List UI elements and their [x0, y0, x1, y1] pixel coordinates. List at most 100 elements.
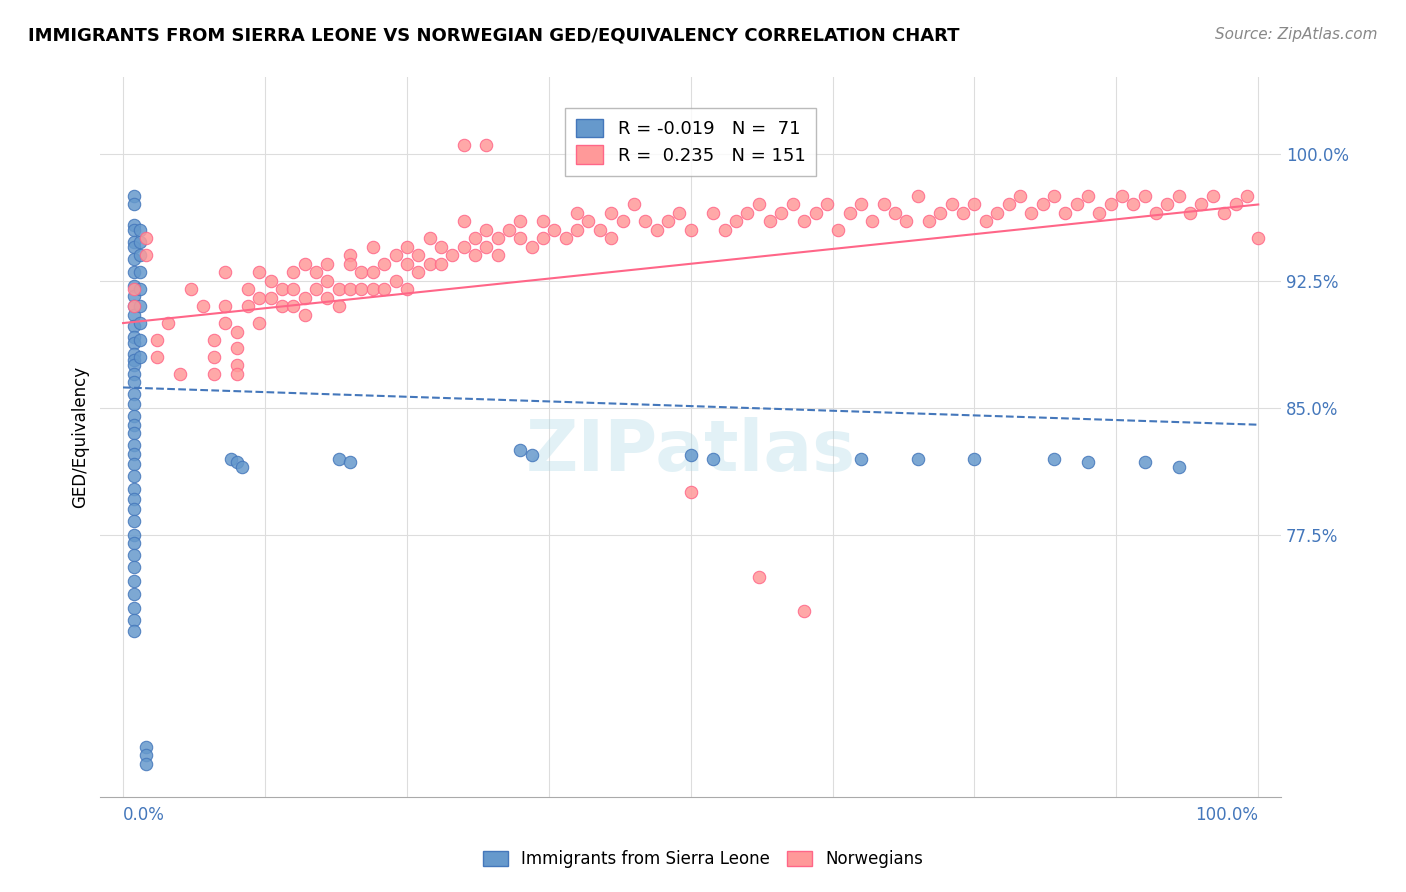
Point: [124, 308, 146, 322]
Point: [124, 482, 146, 496]
Point: [236, 299, 259, 313]
Point: [124, 468, 146, 483]
Point: [612, 214, 634, 228]
Point: [1032, 197, 1054, 211]
Point: [305, 282, 328, 296]
Point: [1111, 189, 1133, 203]
Point: [509, 214, 531, 228]
Point: [1167, 460, 1189, 475]
Point: [135, 756, 157, 771]
Point: [259, 291, 281, 305]
Point: [202, 367, 225, 381]
Point: [361, 240, 384, 254]
Point: [498, 223, 520, 237]
Point: [219, 451, 242, 466]
Point: [713, 223, 735, 237]
Point: [361, 282, 384, 296]
Point: [782, 197, 804, 211]
Point: [202, 333, 225, 347]
Point: [157, 316, 180, 330]
Text: Source: ZipAtlas.com: Source: ZipAtlas.com: [1215, 27, 1378, 42]
Point: [271, 282, 294, 296]
Point: [384, 274, 406, 288]
Point: [395, 257, 418, 271]
Point: [509, 231, 531, 245]
Point: [793, 604, 815, 618]
Point: [623, 197, 645, 211]
Point: [124, 359, 146, 373]
Point: [725, 214, 748, 228]
Point: [124, 189, 146, 203]
Point: [1066, 197, 1088, 211]
Point: [202, 350, 225, 364]
Point: [316, 274, 339, 288]
Point: [124, 346, 146, 360]
Point: [124, 353, 146, 368]
Point: [294, 308, 316, 322]
Point: [339, 282, 361, 296]
Point: [565, 223, 588, 237]
Point: [543, 223, 565, 237]
Point: [1178, 206, 1201, 220]
Point: [124, 457, 146, 471]
Point: [963, 451, 986, 466]
Point: [509, 443, 531, 458]
Point: [124, 536, 146, 550]
Point: [124, 299, 146, 313]
Point: [225, 342, 247, 356]
Legend: Immigrants from Sierra Leone, Norwegians: Immigrants from Sierra Leone, Norwegians: [477, 844, 929, 875]
Point: [748, 570, 770, 584]
Point: [129, 299, 152, 313]
Point: [247, 265, 270, 279]
Point: [214, 316, 236, 330]
Point: [941, 197, 963, 211]
Point: [430, 257, 453, 271]
Point: [283, 299, 305, 313]
Text: IMMIGRANTS FROM SIERRA LEONE VS NORWEGIAN GED/EQUIVALENCY CORRELATION CHART: IMMIGRANTS FROM SIERRA LEONE VS NORWEGIA…: [28, 27, 960, 45]
Point: [1133, 455, 1156, 469]
Point: [578, 214, 600, 228]
Point: [952, 206, 974, 220]
Point: [531, 231, 554, 245]
Point: [124, 240, 146, 254]
Point: [129, 350, 152, 364]
Point: [963, 197, 986, 211]
Point: [129, 333, 152, 347]
Point: [419, 257, 441, 271]
Point: [657, 214, 679, 228]
Point: [225, 367, 247, 381]
Point: [554, 231, 576, 245]
Point: [860, 214, 883, 228]
Legend: R = -0.019   N =  71, R =  0.235   N = 151: R = -0.019 N = 71, R = 0.235 N = 151: [565, 108, 815, 176]
Point: [907, 451, 929, 466]
Point: [135, 231, 157, 245]
Point: [283, 265, 305, 279]
Point: [759, 214, 782, 228]
Point: [124, 426, 146, 441]
Point: [124, 409, 146, 424]
Point: [827, 223, 849, 237]
Point: [872, 197, 894, 211]
Point: [1167, 189, 1189, 203]
Point: [419, 231, 441, 245]
Point: [531, 214, 554, 228]
Point: [1122, 197, 1144, 211]
Point: [129, 265, 152, 279]
Point: [384, 248, 406, 262]
Point: [214, 265, 236, 279]
Point: [884, 206, 907, 220]
Point: [328, 299, 350, 313]
Point: [135, 248, 157, 262]
Point: [702, 451, 724, 466]
Point: [124, 329, 146, 343]
Point: [129, 282, 152, 296]
Point: [1247, 231, 1270, 245]
Point: [475, 138, 498, 153]
Point: [316, 291, 339, 305]
Point: [124, 265, 146, 279]
Point: [350, 282, 373, 296]
Point: [1213, 206, 1236, 220]
Point: [565, 206, 588, 220]
Point: [997, 197, 1019, 211]
Point: [231, 460, 253, 475]
